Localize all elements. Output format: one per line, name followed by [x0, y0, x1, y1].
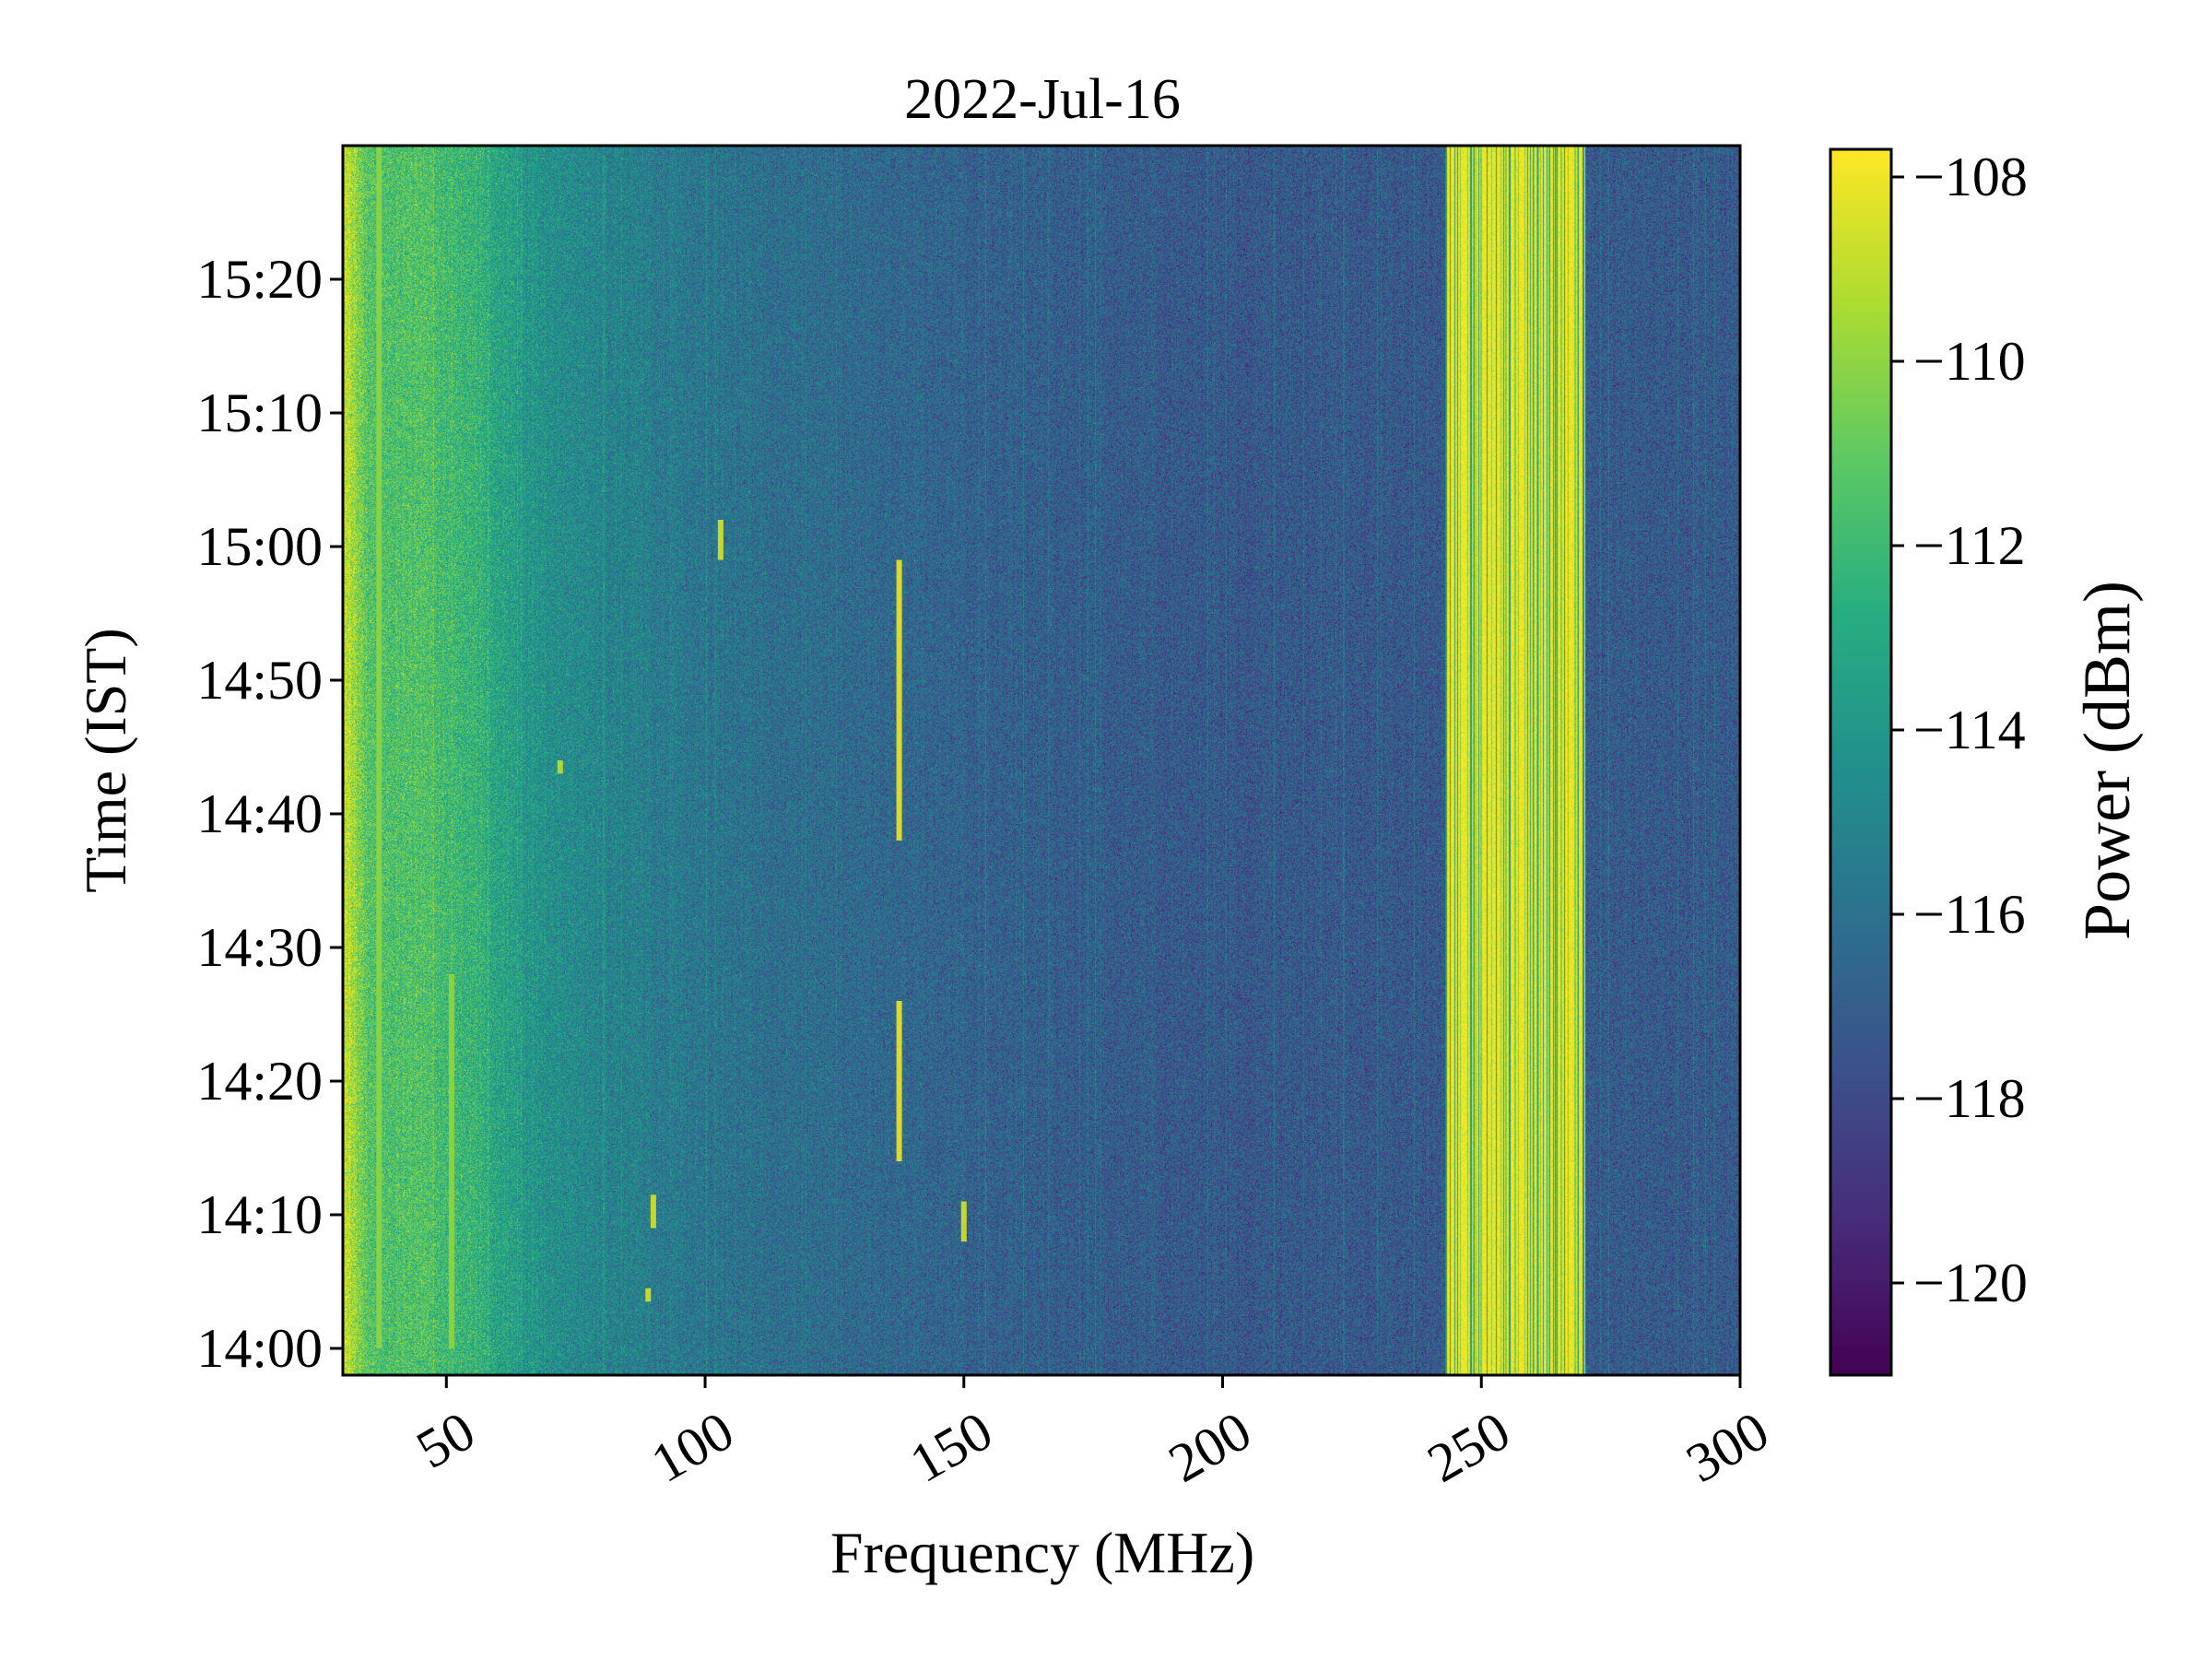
- x-tick-label: 150: [900, 1400, 1003, 1494]
- colorbar-tick-label: −116: [1913, 884, 2026, 945]
- x-axis-label: Frequency (MHz): [830, 1520, 1254, 1585]
- heatmap-image-container: [343, 146, 1740, 1375]
- emission-feature: [896, 559, 902, 841]
- y-tick-label: 15:00: [196, 516, 323, 577]
- x-tick-label: 250: [1418, 1400, 1520, 1494]
- emission-feature: [557, 760, 563, 774]
- colorbar-tick-label: −112: [1913, 515, 2026, 576]
- colorbar-tick-label: −114: [1913, 700, 2026, 760]
- y-tick-label: 14:30: [196, 917, 323, 978]
- emission-feature: [376, 146, 382, 1348]
- plot-area: [341, 144, 1742, 1377]
- y-tick-label: 14:20: [196, 1051, 323, 1112]
- colorbar-label: Power (dBm): [2070, 581, 2144, 940]
- emission-feature: [717, 520, 724, 560]
- y-tick-label: 14:10: [196, 1184, 323, 1245]
- y-axis-label: Time (IST): [73, 628, 138, 892]
- x-tick-label: 300: [1677, 1400, 1779, 1494]
- y-tick-label: 14:00: [196, 1318, 323, 1379]
- emission-feature: [645, 1288, 652, 1302]
- x-tick-label: 100: [641, 1400, 744, 1494]
- emission-feature: [448, 974, 454, 1348]
- y-axis: 14:00 14:10 14:20 14:30 14:40 14:50 15:00 15:10…: [196, 249, 343, 1379]
- x-axis: 50 100 150 200 250 300: [406, 1375, 1779, 1494]
- x-tick-label: 50: [406, 1400, 485, 1480]
- y-tick-label: 14:40: [196, 783, 323, 844]
- colorbar: −108 −110 −112 −114 −116 −118 −120: [1829, 147, 2028, 1377]
- heatmap-image: [343, 146, 1740, 1375]
- emission-feature: [896, 1001, 902, 1161]
- colorbar-tick-label: −108: [1913, 147, 2028, 207]
- colorbar-ticks: −108 −110 −112 −114 −116 −118 −120: [1891, 147, 2028, 1313]
- emission-feature: [960, 1201, 967, 1241]
- colorbar-tick-label: −110: [1913, 331, 2026, 392]
- colorbar-tick-label: −118: [1913, 1068, 2026, 1129]
- y-tick-label: 15:20: [196, 249, 323, 310]
- y-tick-label: 15:10: [196, 382, 323, 443]
- colorbar-gradient: [1830, 149, 1891, 1375]
- x-tick-label: 200: [1159, 1400, 1261, 1494]
- plot-frame: [341, 144, 1742, 1377]
- y-tick-label: 14:50: [196, 650, 323, 711]
- feature-marks: [376, 146, 967, 1348]
- emission-feature: [650, 1194, 656, 1229]
- chart-title: 2022-Jul-16: [904, 68, 1181, 131]
- colorbar-tick-label: −120: [1913, 1253, 2028, 1313]
- colorbar-frame: [1829, 147, 1893, 1377]
